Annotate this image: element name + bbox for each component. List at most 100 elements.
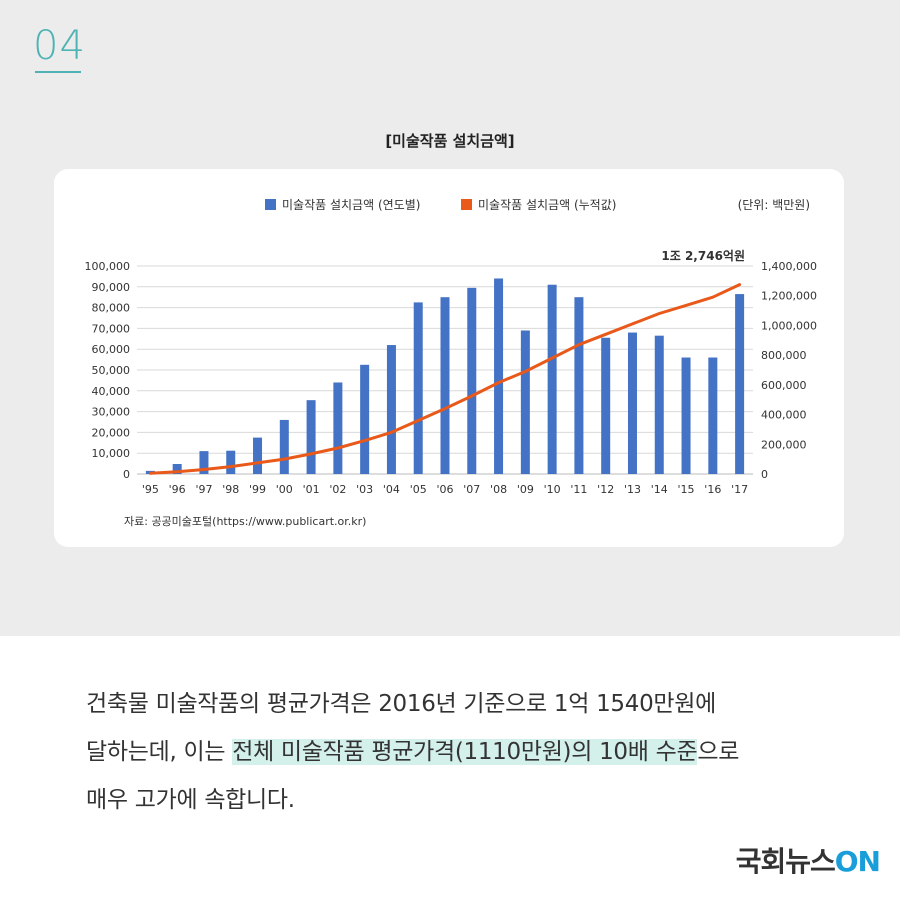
brand-on: ON xyxy=(834,845,881,878)
y-left-tick-label: 0 xyxy=(123,468,130,481)
x-tick-label: '95 xyxy=(142,483,159,496)
line-point xyxy=(363,439,366,442)
line-point xyxy=(631,322,634,326)
y-left-tick-label: 40,000 xyxy=(92,385,131,398)
line-point xyxy=(577,343,581,346)
section-number-underline xyxy=(35,71,81,73)
line-point xyxy=(256,461,259,465)
x-tick-label: '17 xyxy=(731,483,748,496)
bar xyxy=(601,337,611,474)
y-right-tick-label: 1,200,000 xyxy=(761,290,817,303)
x-tick-label: '01 xyxy=(303,483,320,496)
x-tick-label: '09 xyxy=(517,483,534,496)
bar xyxy=(654,335,664,474)
y-right-tick-label: 1,400,000 xyxy=(761,260,817,273)
x-tick-label: '16 xyxy=(704,483,721,496)
bar xyxy=(574,297,584,474)
line-point xyxy=(417,419,420,422)
bar xyxy=(386,345,396,474)
chart-title: [미술작품 설치금액] xyxy=(385,132,515,150)
body-line-3: 매우 고가에 속합니다. xyxy=(86,787,295,813)
line-point xyxy=(229,465,232,468)
legend-bar: 미술작품 설치금액 (연도별) xyxy=(265,196,420,213)
y-left-tick-label: 100,000 xyxy=(85,260,131,273)
x-tick-label: '08 xyxy=(490,483,507,496)
y-right-tick-label: 600,000 xyxy=(761,379,807,392)
x-tick-label: '96 xyxy=(169,483,186,496)
bar xyxy=(627,332,637,474)
body-line-2: 달하는데, 이는 전체 미술작품 평균가격(1110만원)의 10배 수준으로 xyxy=(86,728,846,776)
body-line-2-b: 으로 xyxy=(697,739,740,765)
line-point xyxy=(336,446,340,450)
line-point xyxy=(390,431,393,434)
legend-bar-label: 미술작품 설치금액 (연도별) xyxy=(282,198,421,212)
bar xyxy=(547,284,557,474)
y-left-tick-label: 90,000 xyxy=(92,281,131,294)
x-tick-label: '04 xyxy=(383,483,400,496)
line-point xyxy=(149,472,152,475)
x-tick-label: '11 xyxy=(570,483,587,496)
body-line-1: 건축물 미술작품의 평균가격은 2016년 기준으로 1억 1540만원에 xyxy=(86,691,716,717)
bar xyxy=(520,330,530,474)
brand-text: 국회뉴스 xyxy=(735,845,836,878)
y-left-tick-label: 60,000 xyxy=(92,343,131,356)
bar xyxy=(467,287,477,474)
bar xyxy=(440,297,450,474)
x-tick-label: '13 xyxy=(624,483,641,496)
annotation-label: 1조 2,746억원 xyxy=(661,249,745,263)
x-tick-label: '03 xyxy=(356,483,373,496)
x-tick-label: '05 xyxy=(410,483,427,496)
section-number: 04 xyxy=(33,23,86,69)
line-point xyxy=(550,356,554,360)
line-point xyxy=(283,457,286,461)
line-point xyxy=(524,370,527,373)
y-left-tick-label: 20,000 xyxy=(92,426,131,439)
line-point xyxy=(604,333,607,336)
y-left-tick-label: 30,000 xyxy=(92,406,131,419)
y-right-tick-label: 200,000 xyxy=(761,438,807,451)
bar xyxy=(279,419,289,474)
x-tick-label: '02 xyxy=(329,483,346,496)
line-point xyxy=(497,381,500,384)
bar xyxy=(360,364,370,474)
bar xyxy=(333,382,343,474)
body-text: 건축물 미술작품의 평균가격은 2016년 기준으로 1억 1540만원에 달하… xyxy=(86,680,846,824)
x-tick-label: '10 xyxy=(544,483,561,496)
y-left-tick-label: 70,000 xyxy=(92,322,131,335)
bar xyxy=(306,400,316,474)
source-note: 자료: 공공미술포털(https://www.publicart.or.kr) xyxy=(124,515,367,528)
y-left-tick-label: 10,000 xyxy=(92,447,131,460)
line-point xyxy=(443,407,447,410)
bar xyxy=(172,464,182,474)
line-point xyxy=(309,452,313,456)
y-left-tick-label: 50,000 xyxy=(92,364,131,377)
x-tick-label: '00 xyxy=(276,483,293,496)
y-right-tick-label: 800,000 xyxy=(761,349,807,362)
body-highlight: 전체 미술작품 평균가격(1110만원)의 10배 수준 xyxy=(232,739,698,765)
bar xyxy=(735,294,745,474)
x-tick-label: '97 xyxy=(195,483,212,496)
legend-line: 미술작품 설치금액 (누적값) xyxy=(461,196,616,213)
line-point xyxy=(738,283,741,286)
x-tick-label: '14 xyxy=(651,483,668,496)
legend-line-swatch xyxy=(461,199,472,210)
line-point xyxy=(658,312,661,315)
y-right-tick-label: 0 xyxy=(761,468,768,481)
bar xyxy=(199,451,209,474)
line-point xyxy=(202,468,206,471)
x-tick-label: '99 xyxy=(249,483,266,496)
x-tick-label: '06 xyxy=(436,483,453,496)
body-line-2-a: 달하는데, 이는 xyxy=(86,739,233,765)
bar xyxy=(413,302,423,474)
legend-bar-swatch xyxy=(265,199,276,210)
legend-line-label: 미술작품 설치금액 (누적값) xyxy=(478,198,617,212)
x-tick-label: '98 xyxy=(222,483,239,496)
x-tick-label: '12 xyxy=(597,483,614,496)
bar xyxy=(226,450,236,474)
x-tick-label: '15 xyxy=(678,483,695,496)
bar xyxy=(681,357,691,474)
x-tick-label: '07 xyxy=(463,483,480,496)
bar xyxy=(494,278,504,474)
bar xyxy=(708,357,718,474)
